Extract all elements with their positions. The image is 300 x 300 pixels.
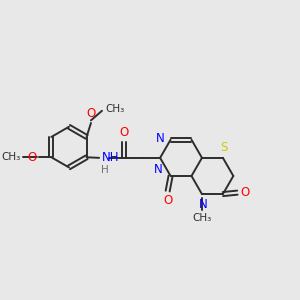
Text: O: O bbox=[120, 126, 129, 139]
Text: O: O bbox=[240, 186, 250, 199]
Text: O: O bbox=[28, 151, 37, 164]
Text: CH₃: CH₃ bbox=[2, 152, 21, 162]
Text: O: O bbox=[163, 194, 172, 207]
Text: N: N bbox=[153, 163, 162, 176]
Text: S: S bbox=[220, 141, 228, 154]
Text: N: N bbox=[199, 198, 208, 211]
Text: O: O bbox=[86, 107, 96, 120]
Text: CH₃: CH₃ bbox=[192, 213, 212, 223]
Text: CH₃: CH₃ bbox=[105, 104, 124, 114]
Text: N: N bbox=[156, 132, 165, 145]
Text: NH: NH bbox=[101, 151, 119, 164]
Text: H: H bbox=[101, 165, 109, 176]
